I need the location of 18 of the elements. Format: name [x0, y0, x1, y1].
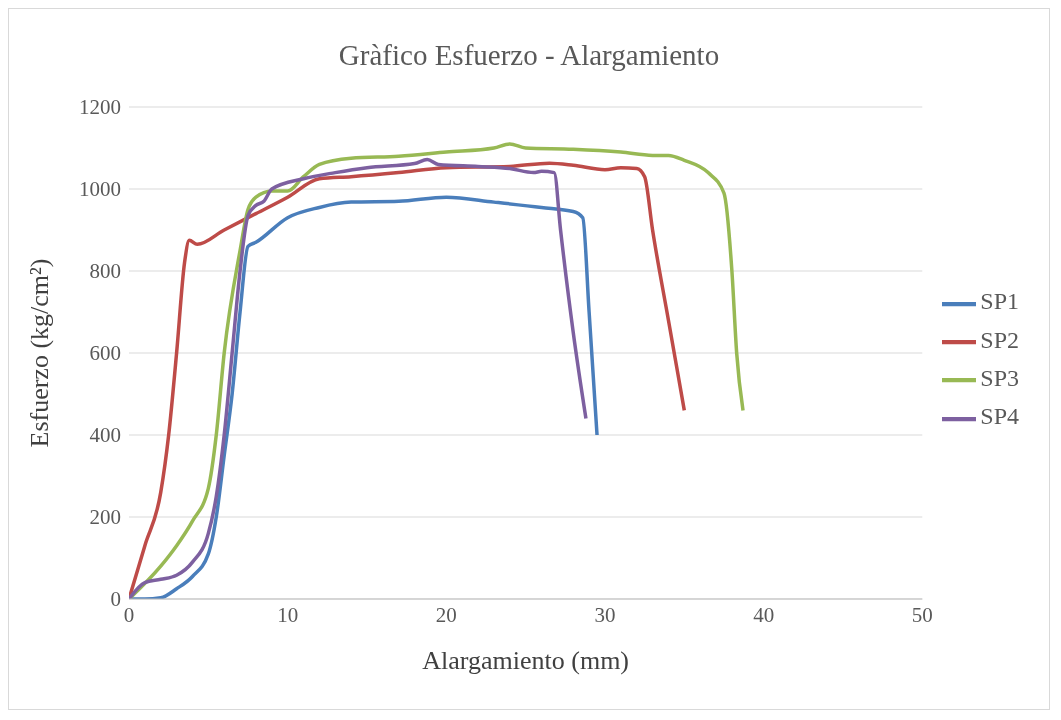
x-tick-label: 30 — [594, 602, 616, 627]
y-tick-label: 1000 — [79, 177, 121, 202]
x-tick-label: 20 — [435, 602, 457, 627]
x-tick-label: 10 — [277, 602, 299, 627]
y-tick-label: 600 — [89, 341, 121, 366]
x-axis-title: Alargamiento (mm) — [422, 646, 630, 675]
y-tick-label: 400 — [89, 423, 121, 448]
legend-label: SP1 — [980, 288, 1019, 315]
legend-label: SP3 — [980, 365, 1019, 391]
x-tick-label: 40 — [753, 602, 775, 627]
y-axis-title: Esfuerzo (kg/cm²) — [25, 258, 55, 448]
legend-label: SP4 — [980, 403, 1019, 430]
legend-label: SP2 — [980, 326, 1019, 353]
y-tick-label: 800 — [89, 259, 121, 284]
chart-title: Gràfico Esfuerzo - Alargamiento — [337, 39, 721, 72]
y-tick-label: 200 — [89, 505, 121, 530]
x-tick-label: 50 — [911, 602, 933, 627]
y-tick-label: 1200 — [79, 95, 121, 120]
